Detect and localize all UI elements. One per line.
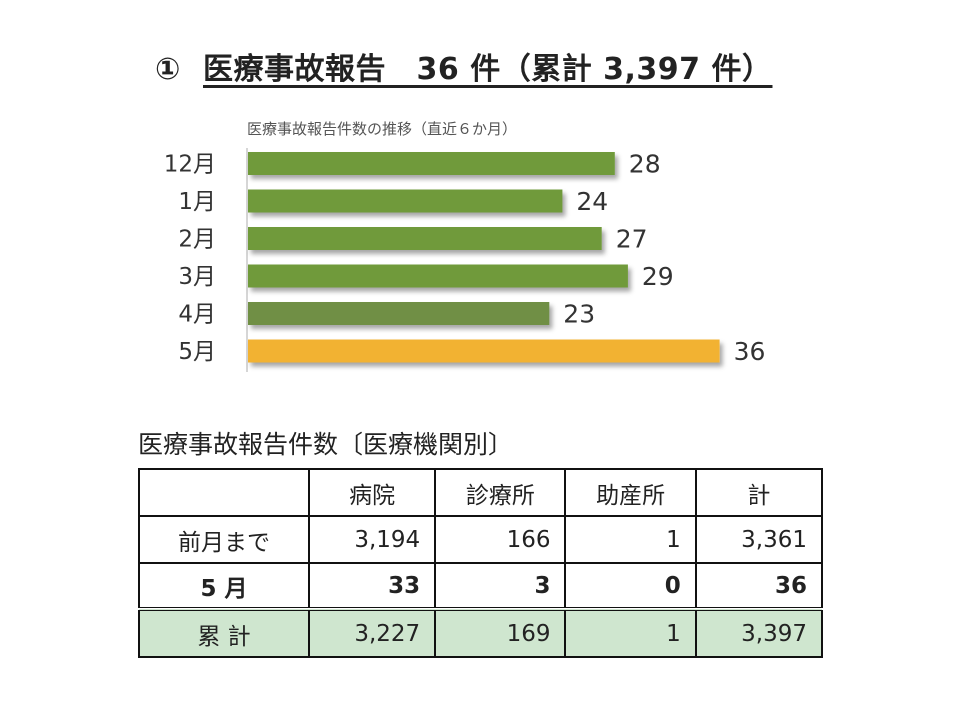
- row-label: 前月まで: [138, 515, 310, 564]
- cell-clinic: 166: [434, 515, 567, 564]
- table-row: 前月まで 3,194 166 1 3,361: [138, 515, 824, 564]
- table-header-row: 病院 診療所 助産所 計: [138, 468, 824, 517]
- category-label: 1月: [178, 189, 216, 215]
- cell-midwifery: 1: [564, 607, 697, 658]
- chart-title: 医療事故報告件数の推移（直近６か月）: [247, 120, 518, 138]
- title-text: 医療事故報告 36 件（累計 3,397 件）: [203, 52, 773, 87]
- row-label: 5 月: [138, 562, 310, 610]
- cell-total: 3,397: [694, 607, 824, 658]
- header-clinic: 診療所: [434, 468, 567, 517]
- data-label: 28: [629, 150, 661, 179]
- category-label: 5月: [178, 339, 216, 365]
- cell-total: 36: [694, 562, 824, 610]
- cell-hospital: 3,227: [307, 607, 437, 658]
- bar: [248, 302, 550, 325]
- category-label: 4月: [178, 302, 216, 328]
- table-row: 5 月 33 3 0 36: [138, 562, 824, 610]
- bar-chart: 12月 28 1月 24 2月 27 3月 29 4月 23 5月 36: [164, 148, 766, 372]
- table-title: 医療事故報告件数〔医療機関別〕: [138, 430, 514, 459]
- data-label: 24: [576, 187, 608, 216]
- category-label: 3月: [178, 264, 216, 290]
- category-label: 2月: [178, 227, 216, 253]
- bar: [248, 339, 720, 363]
- cell-total: 3,361: [694, 515, 824, 564]
- cell-clinic: 169: [434, 607, 567, 658]
- data-label: 36: [734, 337, 766, 366]
- header-blank: [138, 468, 310, 517]
- header-total: 計: [694, 468, 824, 517]
- cell-hospital: 33: [307, 562, 437, 610]
- page-title: ① 医療事故報告 36 件（累計 3,397 件）: [155, 50, 795, 90]
- cell-midwifery: 0: [564, 562, 697, 610]
- bar: [248, 152, 615, 175]
- category-label: 12月: [164, 152, 216, 178]
- data-label: 27: [616, 225, 648, 254]
- cell-midwifery: 1: [564, 515, 697, 564]
- header-midwifery: 助産所: [564, 468, 697, 517]
- row-label: 累 計: [138, 607, 310, 658]
- header-hospital: 病院: [307, 468, 437, 517]
- cell-clinic: 3: [434, 562, 567, 610]
- data-label: 29: [642, 262, 674, 291]
- bar: [248, 227, 602, 250]
- facility-table: 病院 診療所 助産所 計 前月まで 3,194 166 1 3,361 5 月 …: [138, 468, 824, 658]
- cell-hospital: 3,194: [307, 515, 437, 564]
- title-number: ①: [155, 52, 181, 87]
- data-label: 23: [563, 300, 595, 329]
- bar: [248, 189, 563, 213]
- table-row-total: 累 計 3,227 169 1 3,397: [138, 607, 824, 658]
- bar: [248, 264, 628, 288]
